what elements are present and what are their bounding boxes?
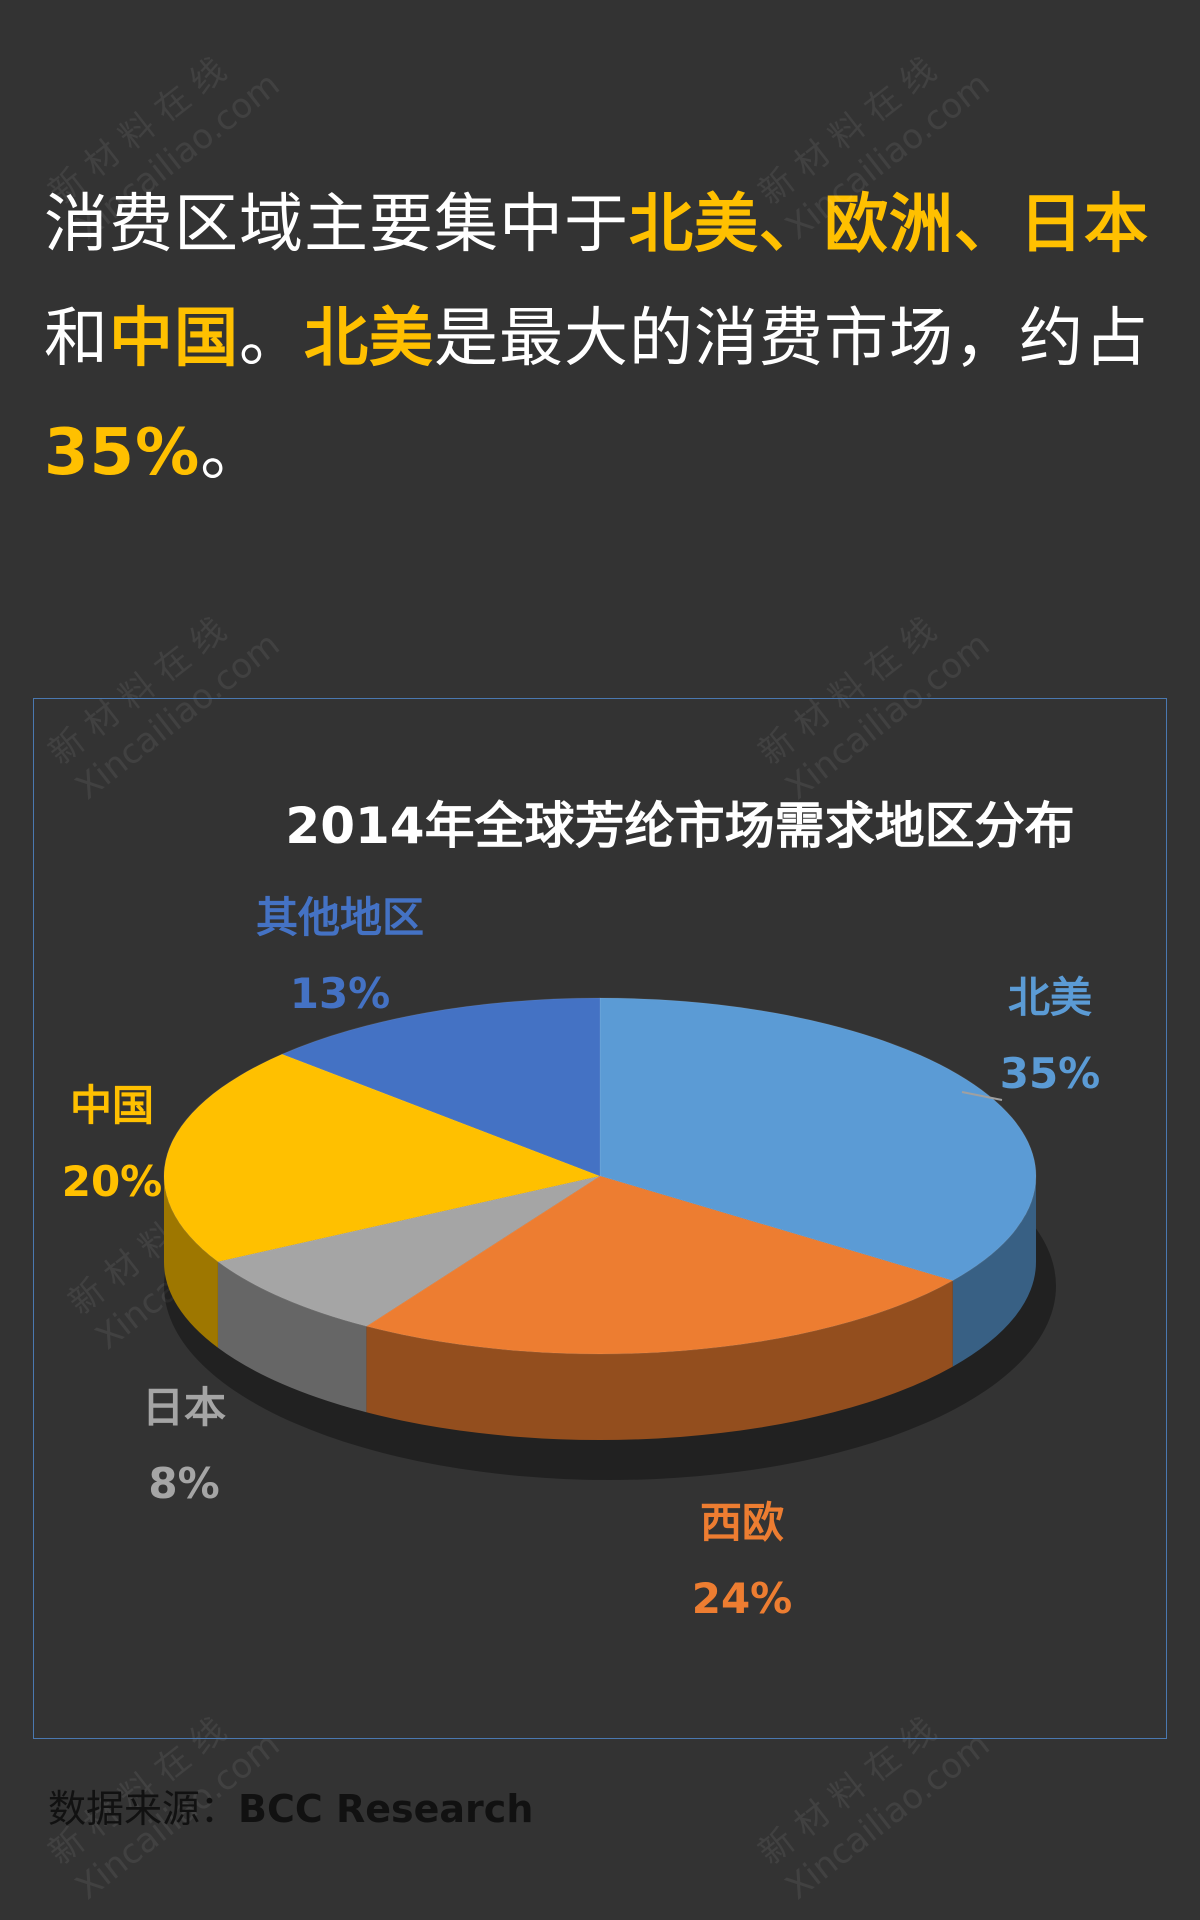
headline-seg5: 。 xyxy=(239,302,304,376)
pie-slice-其他地区 xyxy=(280,997,601,1177)
headline-seg6: 北美 xyxy=(304,302,434,376)
data-label-value: 24% xyxy=(691,1574,793,1623)
data-label-value: 8% xyxy=(148,1459,220,1508)
chart-title: 2014年全球芳纶市场需求地区分布 xyxy=(285,797,1075,855)
pie-side-日本 xyxy=(217,1261,367,1413)
data-label-北美: 北美 35% xyxy=(930,960,1170,1112)
headline-seg2: 北美、欧洲、日本 xyxy=(629,188,1149,262)
leader-line xyxy=(961,1091,1003,1101)
pie-slice-日本 xyxy=(216,1175,601,1327)
headline-seg7: 是最大的消费市场，约占 xyxy=(434,302,1149,376)
chart-panel xyxy=(33,698,1167,1739)
data-label-value: 20% xyxy=(61,1157,163,1206)
headline-seg4: 中国 xyxy=(109,302,239,376)
data-label-value: 13% xyxy=(289,969,391,1018)
headline-seg9: 。 xyxy=(200,416,266,490)
source-value: BCC Research xyxy=(238,1787,534,1831)
data-label-name: 北美 xyxy=(1007,973,1092,1022)
data-label-西欧: 西欧 24% xyxy=(622,1485,862,1637)
headline-seg8: 35% xyxy=(44,416,201,490)
data-label-value: 35% xyxy=(999,1049,1101,1098)
data-source: 数据来源：BCC Research xyxy=(48,1778,533,1833)
headline-seg3: 和 xyxy=(44,302,109,376)
data-label-日本: 日本 8% xyxy=(64,1370,304,1522)
data-label-name: 日本 xyxy=(141,1383,226,1432)
pie-side-西欧 xyxy=(366,1280,953,1440)
data-label-name: 中国 xyxy=(69,1081,154,1130)
data-label-name: 西欧 xyxy=(699,1498,784,1547)
pie-slice-北美 xyxy=(599,997,1037,1282)
pie-slice-中国 xyxy=(163,1053,602,1263)
headline-text: 消费区域主要集中于北美、欧洲、日本 和中国。北美是最大的消费市场，约占 35%。 xyxy=(44,168,1164,510)
source-label: 数据来源： xyxy=(48,1787,239,1831)
data-label-其他地区: 其他地区 13% xyxy=(220,880,460,1032)
data-label-中国: 中国 20% xyxy=(0,1068,232,1220)
pie-side-中国 xyxy=(164,1176,218,1348)
pie-slice-西欧 xyxy=(365,1175,955,1355)
data-label-name: 其他地区 xyxy=(255,893,424,942)
headline-seg1: 消费区域主要集中于 xyxy=(44,188,629,262)
pie-side-北美 xyxy=(952,1176,1036,1367)
